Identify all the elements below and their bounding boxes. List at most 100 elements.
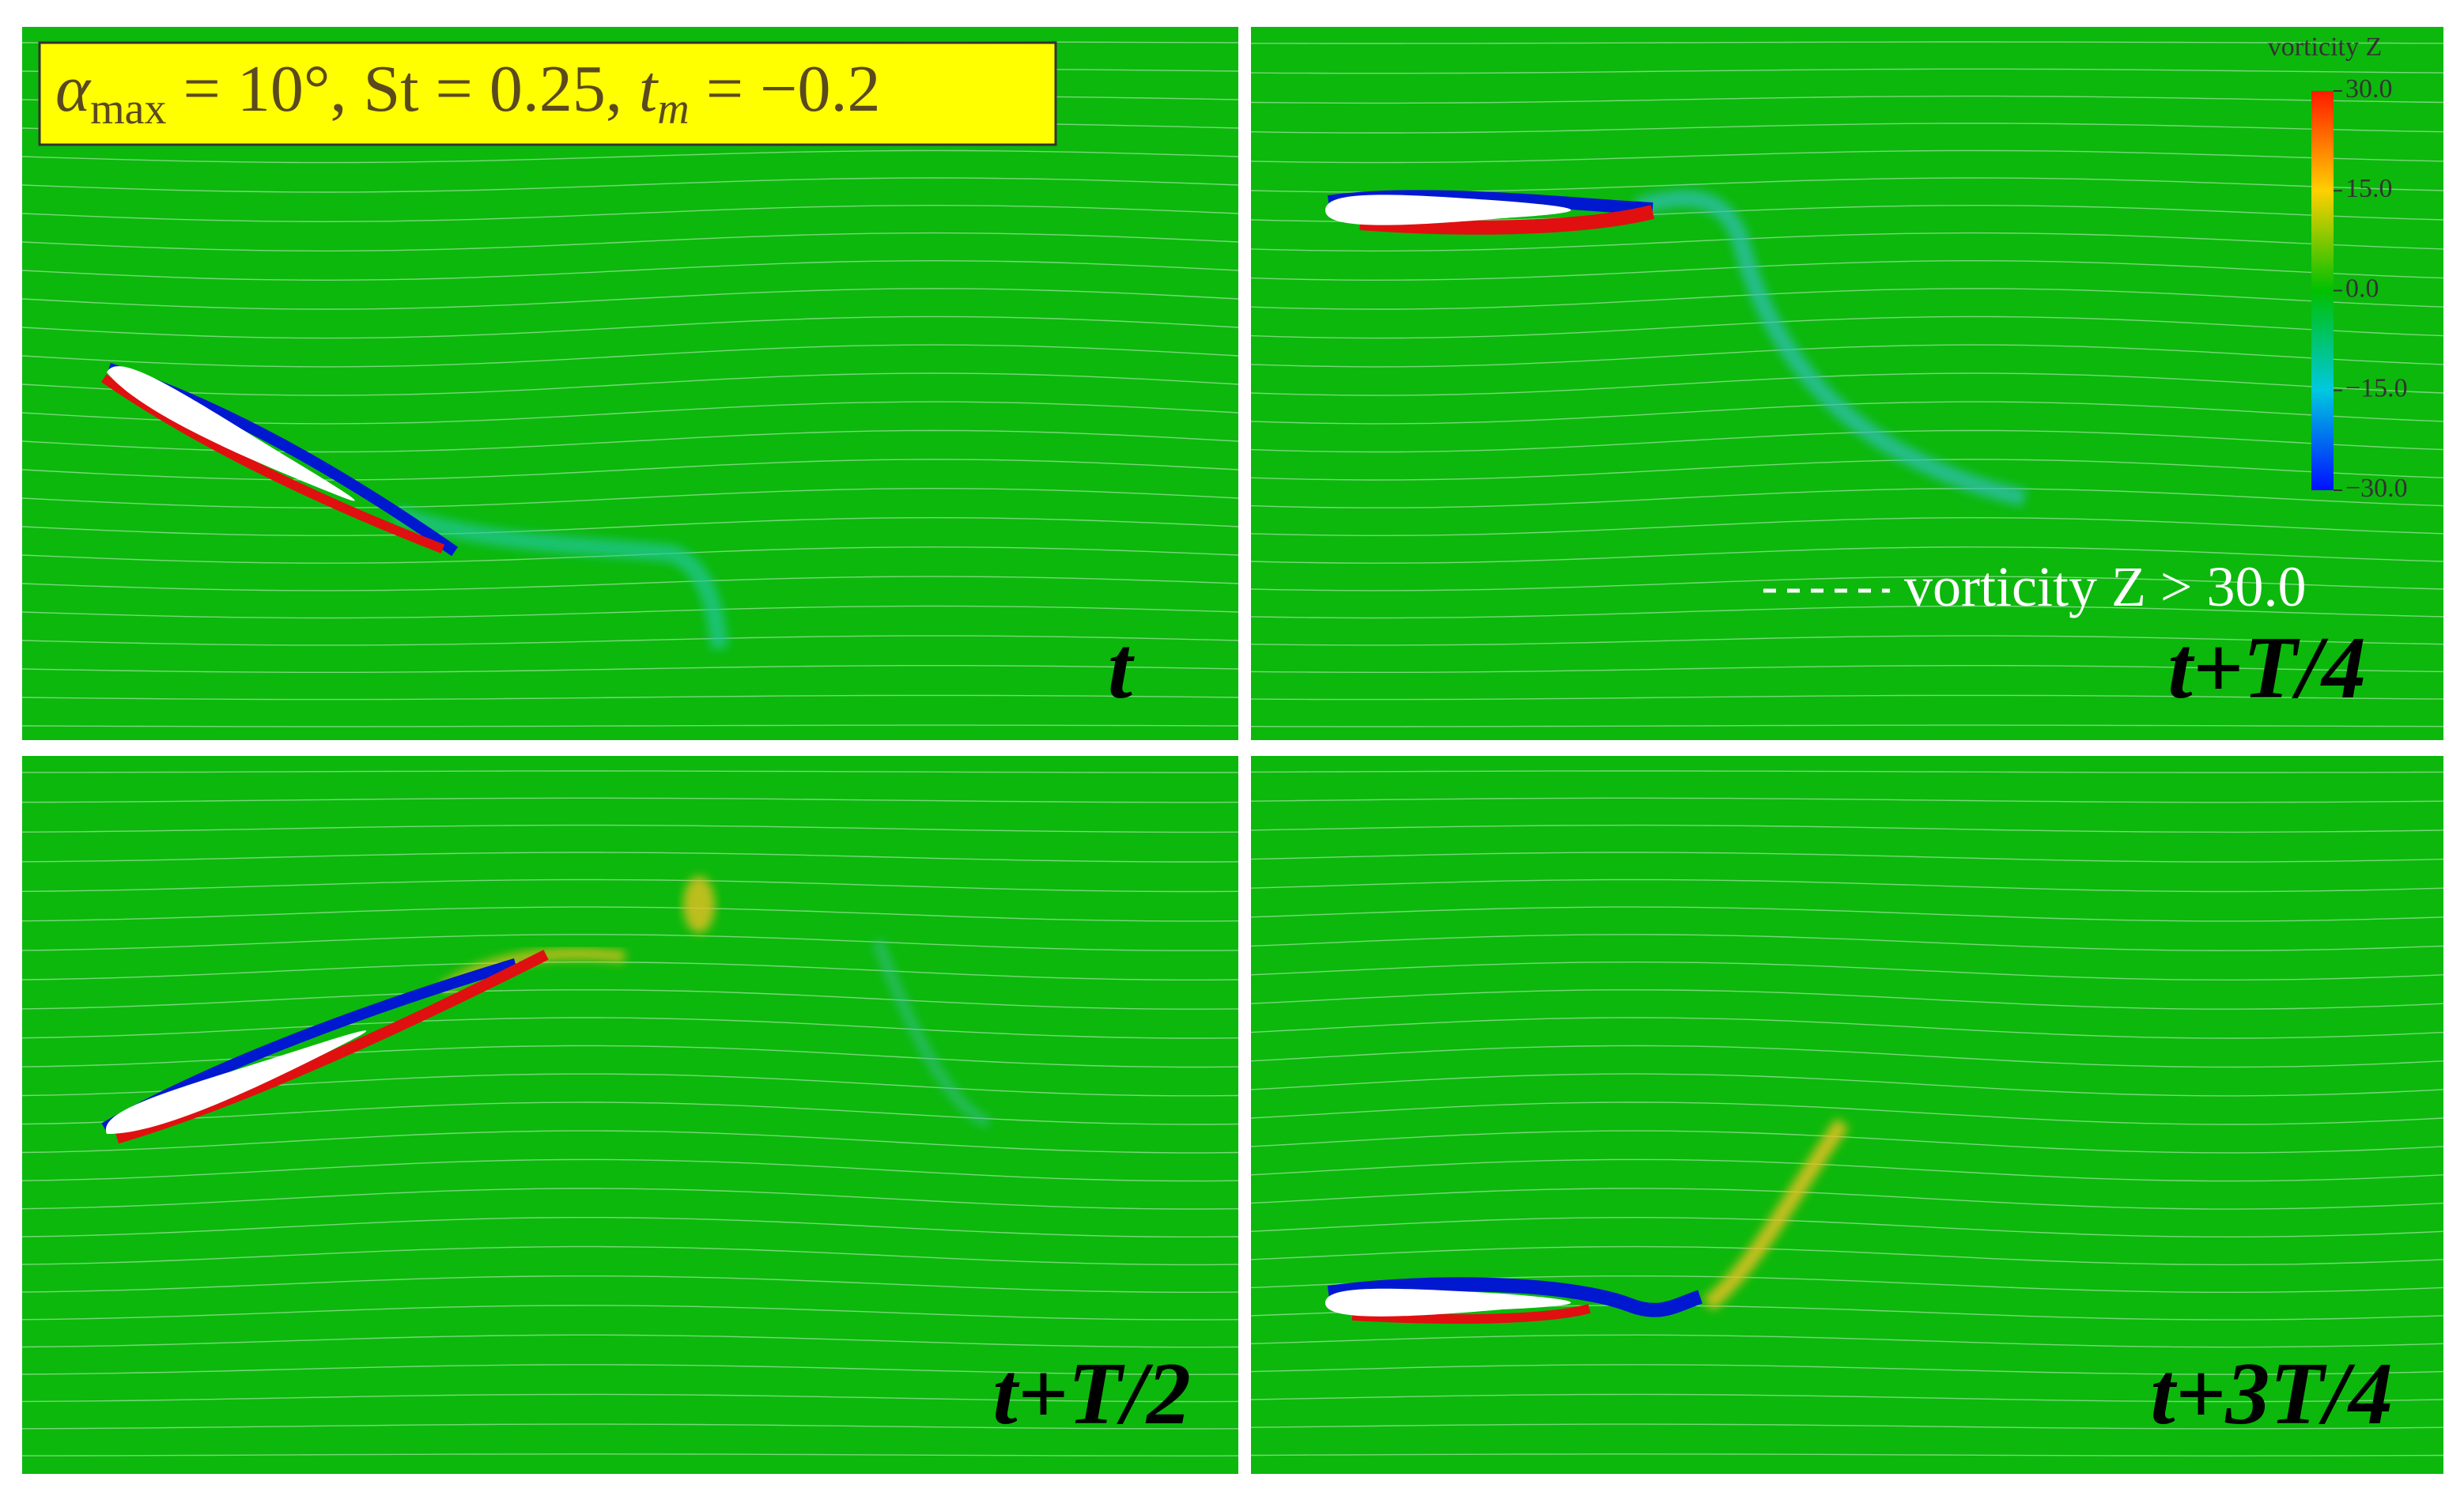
streamline [1250,1045,2444,1068]
legend-text: vorticity Z > 30.0 [1904,555,2307,618]
streamline [1250,906,2444,922]
streamline [1250,878,2444,893]
streamline [21,232,1239,252]
streamline [21,962,1239,980]
parameter-box [38,41,1057,146]
streamline [1250,576,2444,591]
streamline [1250,1073,2444,1097]
airfoil [101,950,549,1144]
streamline [1251,41,2444,44]
colorbar-ticks: 30.0 15.0 0.0 −15.0 −30.0 [2334,74,2408,503]
streamline [1250,516,2444,537]
panel-background [1251,756,2443,1474]
streamline [21,694,1239,701]
streamline [21,177,1239,193]
panel-label: t+T/2 [993,1345,1191,1443]
streamline [21,1393,1239,1403]
streamline [1250,232,2444,252]
streamline [21,635,1239,646]
parameter-text: αmax = 10°, St = 0.25, tm = −0.2 [55,52,880,134]
streamline [1250,372,2444,396]
streamline [1250,1334,2444,1348]
streamline [1250,989,2444,1010]
streamline [1250,1453,2444,1457]
airfoil-edge [1359,205,1655,235]
streamline [21,1188,1239,1210]
symbol: α [55,52,92,126]
streamline [21,824,1239,833]
streamline [21,1217,1239,1237]
streamline [21,516,1239,537]
text: = 10°, St = 0.25, [167,52,639,126]
streamline [21,724,1239,727]
streamline [21,989,1239,1010]
streamline [21,852,1239,863]
streamline [21,576,1239,591]
streamline [1250,1216,2444,1238]
subscript: max [90,85,166,134]
wake [392,505,728,650]
panel-background [22,756,1238,1474]
streamline [1250,68,2444,74]
streamline [21,934,1239,951]
streamline [1250,1393,2444,1403]
colorbar-tick-label: 15.0 [2345,174,2393,203]
streamline [1250,852,2444,863]
text: = −0.2 [690,52,881,126]
streamline [1250,797,2444,803]
streamline [21,1045,1239,1068]
airfoil-edge [1351,1304,1591,1324]
subscript: m [657,85,689,134]
panel-label: t [1108,619,1135,717]
streamline [1250,546,2444,564]
streamline [1250,488,2444,508]
colorbar-tick-label: −15.0 [2345,374,2408,403]
streamline [1250,123,2444,134]
streamline [1250,1017,2444,1039]
streamline [21,315,1239,339]
colorbar-tick-label: −30.0 [2345,474,2408,503]
streamline [1250,1364,2444,1375]
streamline [21,459,1239,481]
panel-label: t+T/4 [2168,619,2366,717]
airfoil [1325,1288,1571,1317]
streamline [1250,459,2444,481]
flow-panel-1 [100,362,728,650]
streamline [1250,259,2444,281]
streamline [21,1364,1239,1375]
colorbar [2311,91,2334,490]
streamline [21,372,1239,396]
streamline [21,344,1239,368]
streamline [21,149,1239,164]
panel-label: t+3T/4 [2151,1345,2393,1443]
streamline [1250,429,2444,453]
colorbar-tick-label: 0.0 [2345,274,2379,303]
streamline [21,665,1239,673]
streamline [21,288,1239,310]
streamline [1250,934,2444,951]
flow-panel-4 [1325,1118,1850,1324]
streamline [21,1334,1239,1348]
streamline [21,1017,1239,1039]
streamline [1250,315,2444,339]
streamline [1250,344,2444,368]
streamline [21,1423,1239,1430]
streamline [1250,824,2444,833]
streamline [1250,1245,2444,1266]
streamline [21,1245,1239,1266]
streamline [21,1305,1239,1321]
streamline [21,797,1239,803]
streamline [1250,605,2444,619]
streamline [21,204,1239,223]
streamline [1250,1158,2444,1182]
streamline [22,770,1239,773]
flow-panel-3 [101,876,991,1144]
airfoil [100,362,459,557]
panel-background [1251,27,2443,740]
streamline [21,1275,1239,1293]
streamline [1250,1130,2444,1154]
streamline [21,1130,1239,1154]
streamline [1250,149,2444,164]
airfoil [1325,195,1571,225]
